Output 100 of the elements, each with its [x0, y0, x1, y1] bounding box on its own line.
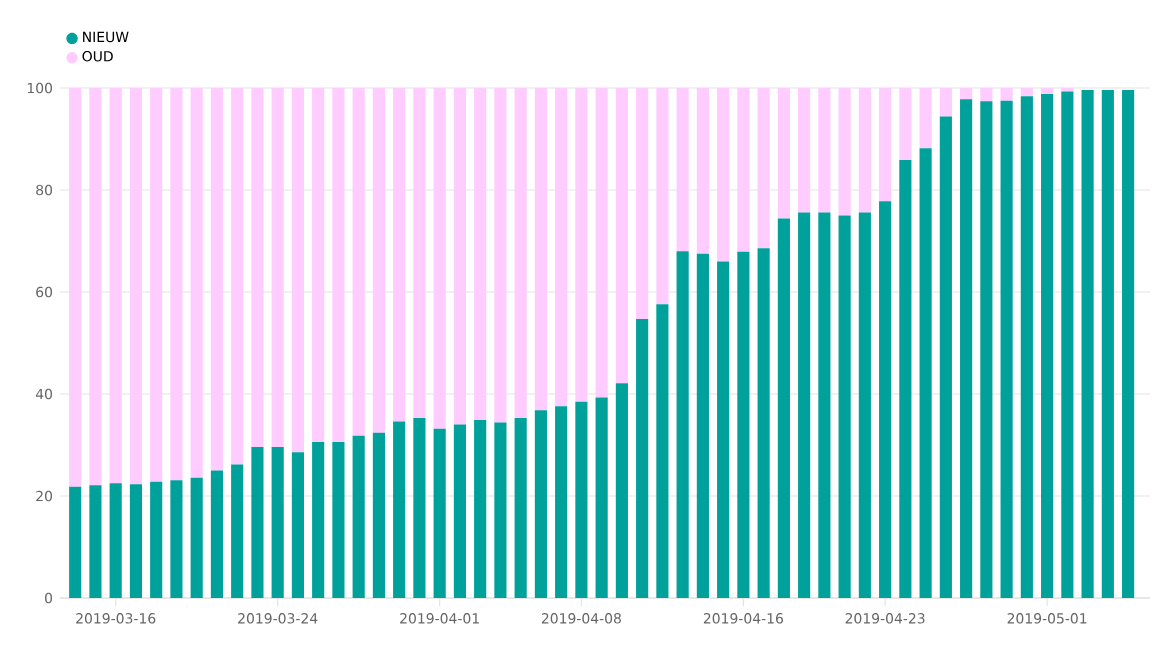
bar: [636, 319, 649, 598]
bar: [190, 87, 203, 478]
bar: [393, 421, 406, 598]
bar: [777, 87, 790, 219]
bar: [1041, 94, 1054, 598]
bar: [312, 87, 325, 442]
bar: [656, 87, 669, 305]
bar: [534, 410, 547, 598]
bar: [899, 159, 912, 598]
bar: [1020, 96, 1033, 598]
bar: [879, 201, 892, 598]
bar: [312, 441, 325, 598]
bar: [1020, 87, 1033, 97]
bar: [210, 87, 224, 471]
bar: [393, 87, 406, 422]
bar: [696, 87, 709, 254]
bar: [798, 212, 811, 598]
bar: [372, 432, 385, 598]
bar: [656, 304, 669, 598]
bar: [69, 486, 82, 598]
bar: [352, 435, 365, 598]
bar: [433, 428, 446, 598]
bar: [879, 87, 892, 202]
bar: [433, 87, 446, 429]
bar: [129, 484, 143, 598]
bar: [960, 99, 973, 598]
bar: [89, 485, 102, 598]
bar: [453, 87, 466, 425]
bar: [514, 417, 527, 598]
bar: [717, 261, 730, 598]
bar: [1081, 90, 1094, 598]
bar: [109, 483, 122, 598]
bar: [757, 248, 770, 598]
bar: [332, 87, 345, 442]
bar: [251, 447, 264, 598]
bar: [474, 420, 487, 598]
bar: [636, 87, 649, 320]
bar: [595, 397, 608, 598]
bar: [696, 253, 709, 598]
bar: [555, 406, 568, 598]
bar: [271, 87, 284, 448]
bar: [514, 87, 527, 418]
bar: [1041, 87, 1054, 95]
bar: [251, 87, 264, 448]
bar: [1061, 91, 1074, 598]
bar: [960, 87, 973, 100]
bar: [818, 87, 831, 213]
bar: [757, 87, 770, 249]
bar: [858, 212, 871, 598]
bar: [109, 87, 122, 484]
bar: [575, 87, 588, 402]
bar: [150, 87, 163, 482]
bar: [150, 481, 163, 598]
bar: [555, 87, 568, 407]
bar: [838, 215, 851, 598]
bar: [615, 87, 628, 384]
bar: [69, 87, 82, 487]
bar: [615, 383, 628, 598]
bar: [1000, 100, 1013, 598]
bar: [170, 87, 183, 481]
bar: [494, 87, 507, 423]
bar: [129, 87, 143, 485]
bar: [980, 87, 993, 102]
bar: [1000, 87, 1013, 101]
bar: [798, 87, 811, 213]
bar: [919, 148, 932, 598]
bar: [737, 87, 750, 252]
bar: [676, 251, 689, 598]
bar: [474, 87, 487, 421]
bar: [271, 447, 284, 598]
bar: [190, 477, 203, 598]
bar: [838, 87, 851, 216]
bar: [291, 87, 304, 453]
bar: [231, 87, 244, 465]
bar: [737, 251, 750, 598]
bar: [595, 87, 608, 398]
bar: [170, 480, 183, 598]
bar: [1101, 90, 1114, 598]
bar: [494, 422, 507, 598]
bar: [717, 87, 730, 262]
bar: [939, 116, 952, 598]
bar: [980, 101, 993, 598]
bar: [413, 417, 426, 598]
bar: [413, 87, 426, 418]
bar: [899, 87, 912, 160]
bar: [919, 87, 932, 149]
bar: [372, 87, 385, 433]
bar: [676, 87, 689, 252]
bar: [332, 441, 345, 598]
bar: [575, 401, 588, 598]
bar: [231, 464, 244, 598]
bar: [939, 87, 952, 117]
bar: [858, 87, 871, 213]
bar: [453, 424, 466, 598]
bar: [210, 470, 224, 598]
bar: [1122, 90, 1135, 598]
bar: [534, 87, 547, 411]
bar: [818, 212, 831, 598]
bar: [291, 452, 304, 598]
bar: [352, 87, 365, 436]
